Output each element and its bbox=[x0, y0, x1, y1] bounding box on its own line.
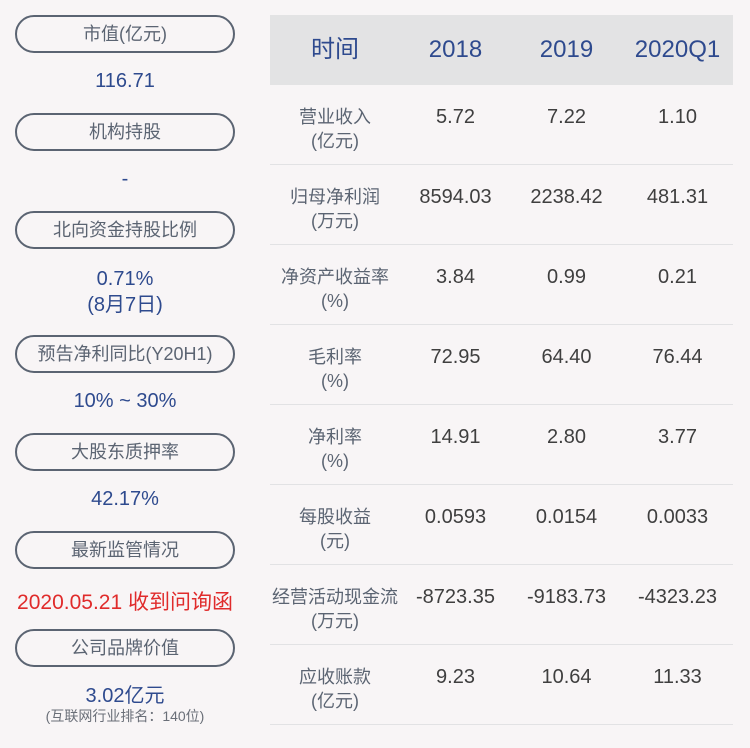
financial-table: 时间 2018 2019 2020Q1 营业收入 (亿元) 5.72 7.22 1… bbox=[270, 15, 733, 725]
row-label: 应收账款 (亿元) bbox=[299, 667, 371, 711]
cell: 76.44 bbox=[652, 346, 703, 368]
header-2020q1: 2020Q1 bbox=[634, 36, 721, 63]
institutional-holding-label: 机构持股 bbox=[15, 113, 235, 151]
row-label: 毛利率 (%) bbox=[308, 347, 362, 391]
brand-value: 3.02亿元 (互联网行业排名：140位) bbox=[15, 684, 235, 724]
cell: 0.99 bbox=[547, 266, 586, 288]
cell: 2.80 bbox=[547, 426, 586, 448]
table-row: 每股收益 (元) 0.0593 0.0154 0.0033 bbox=[270, 485, 733, 565]
northbound-holding-label: 北向资金持股比例 bbox=[15, 211, 235, 249]
regulatory-status-label: 最新监管情况 bbox=[15, 531, 235, 569]
table-row: 毛利率 (%) 72.95 64.40 76.44 bbox=[270, 325, 733, 405]
row-label: 净利率 (%) bbox=[308, 427, 362, 471]
table-row: 应收账款 (亿元) 9.23 10.64 11.33 bbox=[270, 645, 733, 725]
cell: -9183.73 bbox=[527, 586, 606, 608]
table-row: 经营活动现金流 (万元) -8723.35 -9183.73 -4323.23 bbox=[270, 565, 733, 645]
cell: 481.31 bbox=[646, 186, 709, 208]
brand-value-amount: 3.02亿元 bbox=[85, 685, 165, 707]
pledge-rate-label: 大股东质押率 bbox=[15, 433, 235, 471]
cell: 5.72 bbox=[436, 106, 475, 128]
header-time: 时间 bbox=[311, 36, 359, 63]
brand-value-label: 公司品牌价值 bbox=[15, 629, 235, 667]
cell: 10.64 bbox=[541, 666, 592, 688]
institutional-holding-value: - bbox=[121, 168, 129, 190]
cell: 7.22 bbox=[547, 106, 586, 128]
table-row: 归母净利润 (万元) 8594.03 2238.42 481.31 bbox=[270, 165, 733, 245]
cell: 0.0033 bbox=[646, 506, 709, 528]
cell: 3.77 bbox=[658, 426, 697, 448]
row-label: 净资产收益率 (%) bbox=[281, 267, 389, 311]
cell: -8723.35 bbox=[416, 586, 495, 608]
header-2018: 2018 bbox=[428, 36, 483, 63]
row-label: 每股收益 (元) bbox=[299, 507, 371, 551]
brand-rank-note: (互联网行业排名：140位) bbox=[45, 708, 205, 724]
cell: 14.91 bbox=[430, 426, 481, 448]
cell: 8594.03 bbox=[419, 186, 492, 208]
market-cap-value: 116.71 bbox=[95, 70, 155, 92]
cell: -4323.23 bbox=[638, 586, 717, 608]
cell: 64.40 bbox=[541, 346, 592, 368]
header-2019: 2019 bbox=[539, 36, 594, 63]
pledge-rate-value: 42.17% bbox=[91, 488, 159, 510]
cell: 2238.42 bbox=[530, 186, 603, 208]
cell: 72.95 bbox=[430, 346, 481, 368]
row-label: 经营活动现金流 (万元) bbox=[272, 587, 398, 631]
profit-forecast-label: 预告净利同比(Y20H1) bbox=[15, 335, 235, 373]
cell: 11.33 bbox=[653, 666, 702, 688]
table-row: 净资产收益率 (%) 3.84 0.99 0.21 bbox=[270, 245, 733, 325]
cell: 1.10 bbox=[658, 106, 697, 128]
table-row: 净利率 (%) 14.91 2.80 3.77 bbox=[270, 405, 733, 485]
row-label: 归母净利润 (万元) bbox=[290, 187, 380, 231]
northbound-date: (8月7日) bbox=[87, 294, 163, 316]
market-cap-label: 市值(亿元) bbox=[15, 15, 235, 53]
table-row: 营业收入 (亿元) 5.72 7.22 1.10 bbox=[270, 85, 733, 165]
row-label: 营业收入 (亿元) bbox=[299, 107, 371, 151]
cell: 9.23 bbox=[436, 666, 475, 688]
cell: 0.0593 bbox=[424, 506, 487, 528]
northbound-holding-value: 0.71% (8月7日) bbox=[15, 266, 235, 318]
regulatory-status-value: 2020.05.21 收到问询函 bbox=[17, 591, 233, 614]
table-header: 时间 2018 2019 2020Q1 bbox=[270, 15, 733, 85]
cell: 0.0154 bbox=[535, 506, 598, 528]
profit-forecast-value: 10% ~ 30% bbox=[73, 390, 177, 412]
cell: 3.84 bbox=[436, 266, 475, 288]
cell: 0.21 bbox=[658, 266, 697, 288]
northbound-pct: 0.71% bbox=[96, 268, 154, 290]
